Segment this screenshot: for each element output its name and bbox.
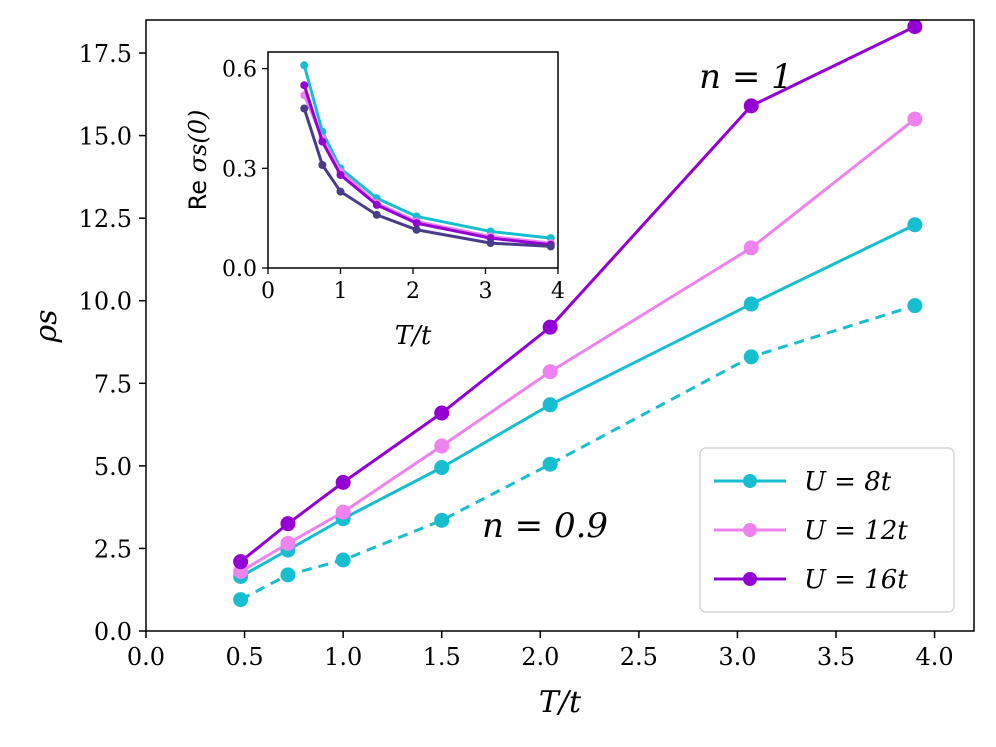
legend-entry-u8: U = 8t [714,467,892,497]
x-tick-label: 3.0 [718,643,756,671]
data-point [907,217,923,233]
y-tick-label: 10.0 [79,288,132,316]
inset-data-point [300,81,309,90]
x-tick-label: 0.0 [127,643,165,671]
data-point [335,474,351,490]
inset-x-tick-label: 0 [261,279,275,304]
x-tick-label: 2.0 [521,643,559,671]
data-point [233,554,249,570]
data-point [743,240,759,256]
x-tick-label: 4.0 [915,643,953,671]
inset-x-tick-label: 4 [551,279,565,304]
legend-label-u16: U = 16t [804,565,908,595]
y-tick-label: 12.5 [79,205,132,233]
data-point [335,552,351,568]
y-tick-label: 2.5 [94,535,132,563]
data-point [280,516,296,532]
main-y-ticks: 0.0 2.5 5.0 7.5 10.0 12.5 15.0 17.5 [79,40,146,646]
data-point [542,364,558,380]
data-point [743,98,759,114]
data-point [434,438,450,454]
inset-data-point [300,104,309,113]
inset-x-tick-label: 3 [479,279,493,304]
inset-data-point [318,160,327,169]
data-point [280,535,296,551]
inset-data-point [336,187,345,196]
inset-x-tick-label: 2 [406,279,420,304]
inset-series-group [300,61,555,251]
data-point [542,319,558,335]
main-series-group [233,19,923,608]
data-point [907,111,923,127]
data-point [743,349,759,365]
data-point [542,397,558,413]
y-tick-label: 17.5 [79,40,132,68]
inset-data-point [372,210,381,219]
inset-background [268,52,558,268]
data-point [335,504,351,520]
data-point [434,512,450,528]
main-plot-frame [145,19,975,632]
y-tick-label: 7.5 [94,370,132,398]
annotation-n-0.9: n = 0.9 [482,506,608,546]
x-tick-label: 2.5 [620,643,658,671]
inset-data-point [412,225,421,234]
data-point [434,405,450,421]
inset-y-tick-label: 0.6 [222,58,257,83]
legend-label-u12: U = 12t [804,516,908,546]
inset-y-tick-label: 0.3 [222,157,257,182]
inset-plot: 0 1 2 3 4 0.0 0.3 0.6 [222,51,565,304]
legend: U = 8t U = 12t U = 16t [699,447,955,613]
inset-data-point [318,137,327,146]
data-point [907,298,923,314]
legend-label-u8: U = 8t [804,467,892,497]
inset-data-point [300,61,309,70]
annotation-n-1: n = 1 [699,57,793,97]
data-point [233,592,249,608]
data-point [434,460,450,476]
legend-box [699,447,955,613]
legend-entry-u16: U = 16t [714,565,908,595]
inset-x-ticks: 0 1 2 3 4 [261,268,565,304]
inset-x-axis-label: T/t [395,321,432,351]
x-tick-label: 0.5 [225,643,263,671]
x-tick-label: 3.5 [817,643,855,671]
inset-y-ticks: 0.0 0.3 0.6 [222,58,268,282]
legend-entry-u12: U = 12t [714,516,908,546]
inset-data-point [486,239,495,248]
main-plot: 0.0 0.5 1.0 1.5 2.0 2.5 3.0 3.5 4.0 0.0 2.5 5.0 7.5… [79,19,975,671]
legend-marker-u8 [743,474,757,488]
main-x-axis-label: T/t [539,685,582,720]
inset-data-point [372,200,381,209]
main-y-axis-label: ρs [29,309,64,343]
legend-marker-u16 [743,572,757,586]
x-tick-label: 1.0 [324,643,362,671]
inset-data-point [336,170,345,179]
y-tick-label: 0.0 [94,618,132,646]
data-point [280,567,296,583]
inset-x-tick-label: 1 [334,279,348,304]
legend-marker-u12 [743,523,757,537]
data-point [542,456,558,472]
y-tick-label: 5.0 [94,453,132,481]
x-tick-label: 1.5 [423,643,461,671]
y-tick-label: 15.0 [79,123,132,151]
inset-data-point [412,219,421,228]
data-point [907,19,923,35]
data-point [743,296,759,312]
main-x-ticks: 0.0 0.5 1.0 1.5 2.0 2.5 3.0 3.5 4.0 [127,631,954,671]
inset-y-axis-label: Re σs(0) [184,110,212,211]
inset-data-point [546,242,555,251]
inset-y-tick-label: 0.0 [222,257,257,282]
